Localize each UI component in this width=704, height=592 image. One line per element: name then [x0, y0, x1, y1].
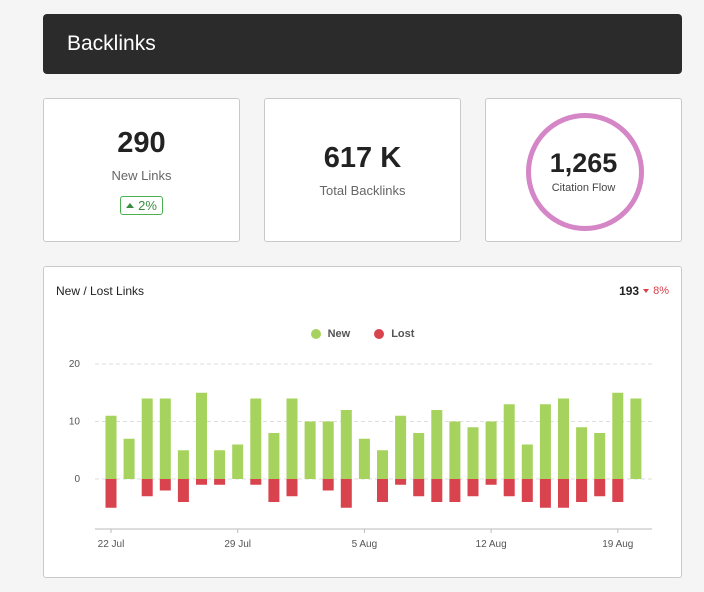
bar-new [503, 404, 515, 479]
y-tick-label: 10 [69, 417, 81, 428]
bar-new [232, 444, 244, 479]
bar-lost [177, 479, 189, 502]
bar-lost [467, 479, 479, 497]
bar-lost [322, 479, 334, 491]
bar-new [485, 421, 497, 479]
bar-new [358, 438, 370, 479]
bar-lost [105, 479, 117, 508]
legend-dot-new [310, 329, 321, 339]
bar-lost [340, 479, 352, 508]
bar-lost [612, 479, 624, 502]
legend-item-new[interactable]: New [310, 328, 351, 340]
bar-lost [594, 479, 606, 497]
bar-new [340, 410, 352, 479]
x-tick-label: 22 Jul [98, 539, 125, 550]
legend-dot-lost [374, 329, 385, 339]
bar-new [214, 450, 226, 479]
bar-lost [485, 479, 497, 485]
total-backlinks-label: Total Backlinks [319, 183, 406, 198]
bar-new [521, 444, 533, 479]
new-lost-links-chart-card: New / Lost Links 193 8% 20 10 0 22 Jul 29 Ju… [43, 266, 682, 578]
bar-new [630, 398, 642, 479]
chart-title: New / Lost Links [56, 284, 145, 298]
bar-new [594, 433, 606, 479]
bar-lost [521, 479, 533, 502]
y-tick-label: 20 [69, 359, 81, 370]
bar-new [159, 398, 171, 479]
bar-lost [576, 479, 588, 502]
new-links-card: 290 New Links 2% [43, 98, 240, 242]
chart-total: 193 8% [619, 284, 669, 298]
chart-total-value: 193 [619, 284, 640, 298]
citation-flow-card: 1,265 Citation Flow [485, 98, 682, 242]
bar-new [177, 450, 189, 479]
bar-new [449, 421, 461, 479]
y-tick-label: 0 [74, 474, 80, 485]
bar-new [612, 392, 624, 479]
bar-lost [196, 479, 207, 485]
bar-new [395, 415, 407, 479]
bar-new [105, 415, 117, 479]
citation-flow-value: 1,265 [549, 148, 618, 178]
bar-new [431, 410, 443, 479]
bar-lost [449, 479, 461, 502]
bar-lost [141, 479, 153, 497]
bar-chart: 20 10 0 22 Jul 29 Jul 5 Aug 12 Aug 19 Aug [69, 359, 652, 550]
legend-label-lost: Lost [391, 328, 415, 340]
legend-label-new: New [327, 328, 351, 340]
bar-new [123, 438, 135, 479]
bar-lost [395, 479, 407, 485]
bar-lost [503, 479, 515, 497]
citation-flow-label: Citation Flow [551, 182, 616, 194]
legend-item-lost[interactable]: Lost [374, 328, 414, 340]
bar-new [196, 392, 207, 479]
bar-new [250, 398, 262, 479]
arrow-up-icon [126, 203, 135, 208]
chart-total-change: 8% [653, 285, 669, 297]
bar-new [286, 398, 298, 479]
x-tick-label: 29 Jul [224, 539, 251, 550]
x-tick-label: 19 Aug [602, 539, 633, 550]
bar-lost [377, 479, 388, 502]
bar-new [268, 433, 280, 479]
total-backlinks-card: 617 K Total Backlinks [264, 98, 461, 242]
new-links-value: 290 [117, 127, 166, 159]
bar-lost [159, 479, 171, 491]
bar-new [141, 398, 153, 479]
bar-new [558, 398, 569, 479]
bar-new [539, 404, 551, 479]
new-links-change-value: 2% [138, 198, 157, 213]
total-backlinks-value: 617 K [323, 142, 402, 174]
x-tick-label: 12 Aug [476, 539, 507, 550]
new-links-label: New Links [111, 168, 172, 183]
bar-new [413, 433, 425, 479]
bar-lost [431, 479, 443, 502]
bar-lost [539, 479, 551, 508]
bar-new [377, 450, 388, 479]
bar-new [304, 421, 316, 479]
chart-legend: New Lost [44, 328, 681, 340]
arrow-down-icon [643, 289, 650, 293]
page-title: Backlinks [67, 32, 156, 55]
bar-new [467, 427, 479, 479]
bar-lost [250, 479, 262, 485]
page-header: Backlinks [43, 14, 682, 74]
bar-lost [286, 479, 298, 497]
bar-lost [214, 479, 226, 485]
bar-lost [413, 479, 425, 497]
bar-lost [558, 479, 569, 508]
bar-lost [268, 479, 280, 502]
bar-new [322, 421, 334, 479]
bar-new [576, 427, 588, 479]
x-tick-label: 5 Aug [352, 539, 378, 550]
new-links-change-badge: 2% [120, 196, 163, 215]
citation-flow-ring [526, 113, 644, 231]
